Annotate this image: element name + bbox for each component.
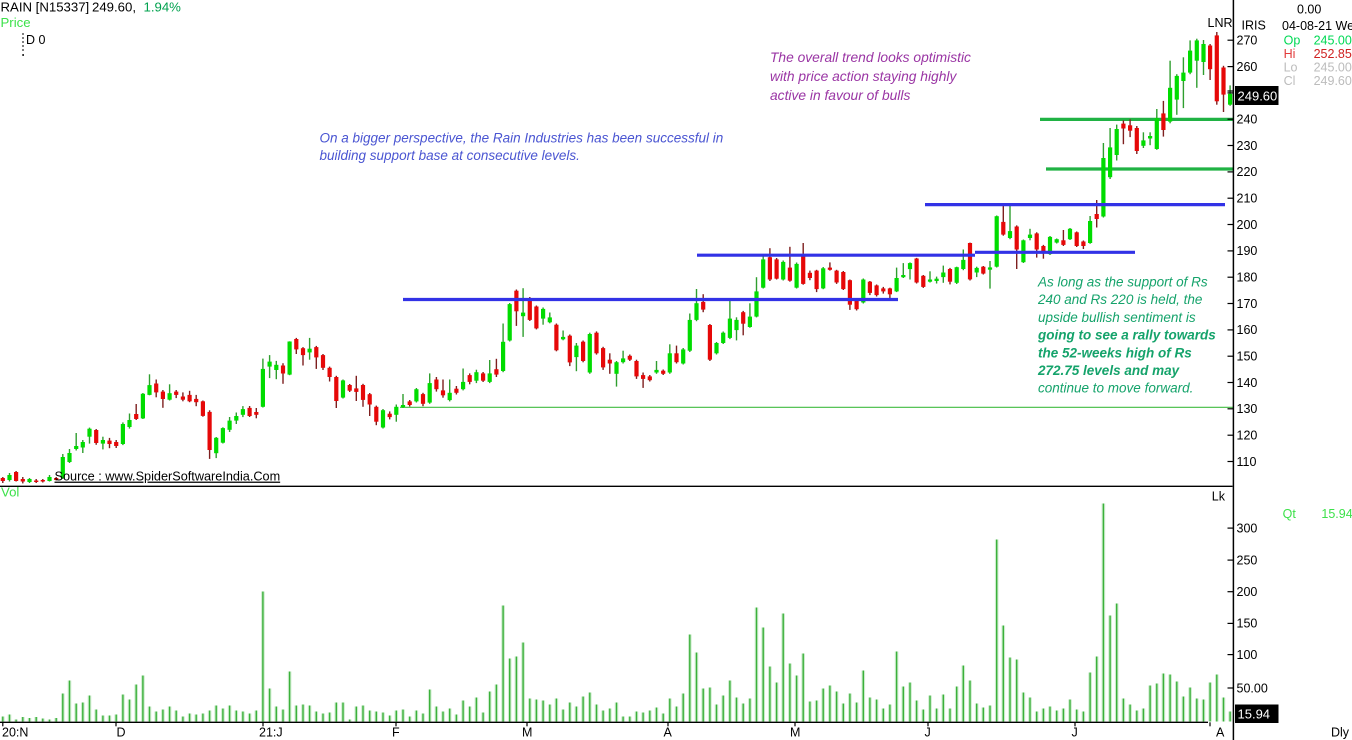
svg-text:20:N: 20:N (2, 726, 28, 740)
svg-text:IRIS: IRIS (1242, 19, 1266, 33)
svg-text:active in favour of bulls: active in favour of bulls (770, 88, 910, 103)
svg-text:continue to move forward.: continue to move forward. (1038, 381, 1193, 396)
svg-text:Qt: Qt (1283, 507, 1297, 521)
svg-text:Vol: Vol (1, 484, 19, 499)
svg-text:D: D (117, 726, 126, 740)
svg-text:21:J: 21:J (259, 726, 283, 740)
svg-text:249.60: 249.60 (1314, 74, 1352, 88)
svg-text:252.85: 252.85 (1314, 47, 1352, 61)
svg-text:D 0: D 0 (26, 33, 46, 47)
svg-text:240 and Rs 220 is held, the: 240 and Rs 220 is held, the (1037, 292, 1202, 307)
svg-text:Price: Price (1, 15, 31, 30)
svg-text:with price action staying high: with price action staying highly (770, 69, 957, 84)
svg-text:120: 120 (1237, 429, 1258, 443)
svg-text:The overall trend looks optimi: The overall trend looks optimistic (770, 50, 971, 65)
svg-text:Op: Op (1284, 33, 1301, 47)
svg-text:LNR: LNR (1208, 16, 1233, 30)
svg-text:245.00: 245.00 (1314, 60, 1352, 74)
svg-text:210: 210 (1237, 192, 1258, 206)
svg-text:0.00: 0.00 (1297, 3, 1321, 17)
svg-text:RAIN [N15337]: RAIN [N15337] (1, 0, 90, 15)
svg-text:50.00: 50.00 (1237, 681, 1268, 695)
svg-text:100: 100 (1237, 648, 1258, 662)
svg-text:170: 170 (1237, 297, 1258, 311)
svg-text:220: 220 (1237, 165, 1258, 179)
svg-text:230: 230 (1237, 139, 1258, 153)
svg-text:140: 140 (1237, 376, 1258, 390)
svg-text:200: 200 (1237, 585, 1258, 599)
svg-text:building support base at conse: building support base at consecutive lev… (320, 148, 580, 163)
svg-text:250: 250 (1237, 553, 1258, 567)
svg-text:15.94: 15.94 (1321, 507, 1352, 521)
svg-text:Cl: Cl (1284, 74, 1296, 88)
svg-text:J: J (1072, 726, 1078, 740)
svg-text:240: 240 (1237, 113, 1258, 127)
svg-text:180: 180 (1237, 271, 1258, 285)
svg-text:the 52-weeks high of Rs: the 52-weeks high of Rs (1038, 345, 1192, 360)
svg-text:260: 260 (1237, 60, 1258, 74)
svg-text:On a bigger perspective, the R: On a bigger perspective, the Rain Indust… (320, 131, 724, 146)
svg-text:J: J (925, 726, 931, 740)
svg-text:1.94%: 1.94% (144, 0, 182, 15)
svg-text:300: 300 (1237, 521, 1258, 535)
svg-text:M: M (790, 726, 800, 740)
svg-text:15.94: 15.94 (1238, 707, 1271, 722)
svg-text:F: F (392, 726, 400, 740)
svg-text:190: 190 (1237, 244, 1258, 258)
svg-text:272.75 levels and may: 272.75 levels and may (1037, 363, 1181, 378)
svg-text:160: 160 (1237, 323, 1258, 337)
svg-text:Lo: Lo (1284, 60, 1298, 74)
svg-text:130: 130 (1237, 402, 1258, 416)
svg-text:upside bullish sentiment is: upside bullish sentiment is (1038, 310, 1196, 325)
svg-text:200: 200 (1237, 218, 1258, 232)
svg-text:150: 150 (1237, 350, 1258, 364)
svg-text:Source : www.SpiderSoftwareInd: Source : www.SpiderSoftwareIndia.Com (55, 470, 281, 484)
svg-text:110: 110 (1237, 455, 1257, 469)
svg-text:249.60,: 249.60, (92, 0, 136, 15)
svg-text:Dly: Dly (1331, 726, 1350, 740)
svg-text:M: M (522, 726, 532, 740)
svg-text:245.00: 245.00 (1314, 33, 1352, 47)
svg-text:Lk: Lk (1212, 490, 1226, 504)
svg-text:Hi: Hi (1284, 47, 1296, 61)
svg-text:270: 270 (1237, 34, 1258, 48)
svg-text:04-08-21 Wed: 04-08-21 Wed (1282, 19, 1352, 33)
svg-text:As long as the support of Rs: As long as the support of Rs (1037, 275, 1208, 290)
svg-text:A: A (664, 726, 673, 740)
svg-text:A: A (1216, 726, 1225, 740)
svg-text:going to see a rally towards: going to see a rally towards (1037, 328, 1216, 343)
svg-text:249.60: 249.60 (1238, 89, 1278, 104)
svg-text:150: 150 (1237, 617, 1258, 631)
